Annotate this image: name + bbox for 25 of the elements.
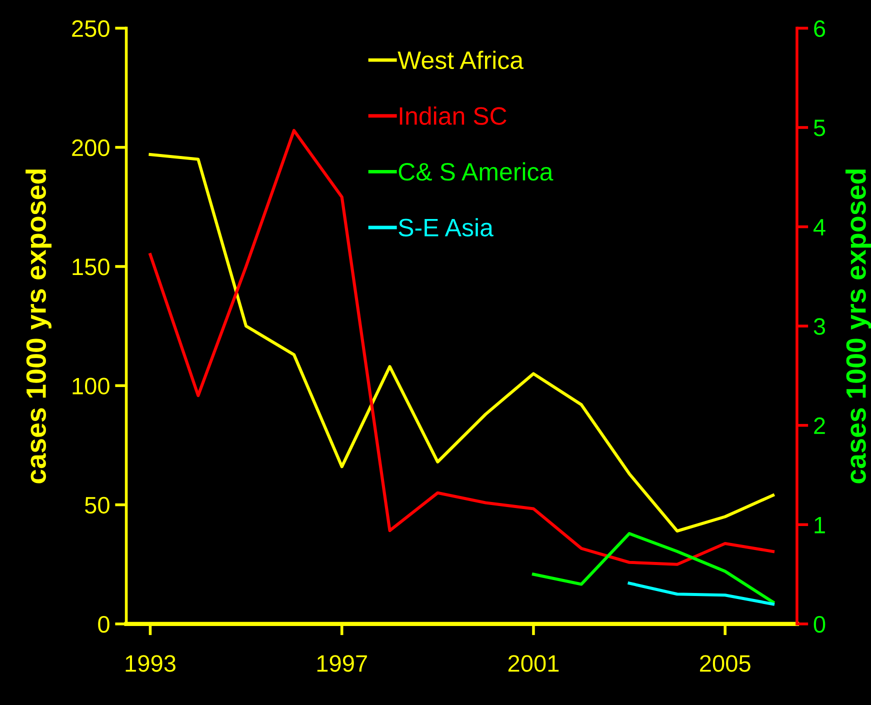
x-tick-label: 2005 [700, 655, 750, 672]
y-tick-label: 250 [72, 20, 110, 37]
y2-tick-label: 2 [814, 417, 825, 434]
legend-label: Indian SC [400, 106, 506, 125]
y2-axis-title: cases 1000 yrs exposed [846, 170, 871, 484]
y-axis-title: cases 1000 yrs exposed [26, 170, 52, 484]
y2-tick-label: 6 [814, 20, 826, 37]
y2-tick-label: 3 [814, 318, 826, 335]
x-tick-label: 1997 [317, 655, 367, 672]
y2-tick-label: 4 [813, 219, 826, 236]
x-tick-label: 2001 [508, 655, 559, 672]
legend-label: C& S America [398, 162, 554, 181]
legend-label: West Africa [398, 50, 524, 70]
x-tick-label: 1993 [126, 655, 176, 672]
y-tick-label: 50 [85, 496, 110, 514]
y-tick-label: 150 [72, 258, 110, 276]
y-tick-label: 100 [72, 378, 110, 394]
y-tick-label: 200 [72, 139, 110, 156]
y2-tick-label: 1 [814, 516, 825, 534]
legend-label: S-E Asia [398, 218, 494, 236]
y2-tick-label: 5 [814, 120, 826, 136]
line-series [628, 582, 775, 606]
y2-tick-label: 0 [814, 616, 826, 633]
y-tick-label: 0 [98, 616, 110, 633]
line-series [532, 532, 775, 604]
